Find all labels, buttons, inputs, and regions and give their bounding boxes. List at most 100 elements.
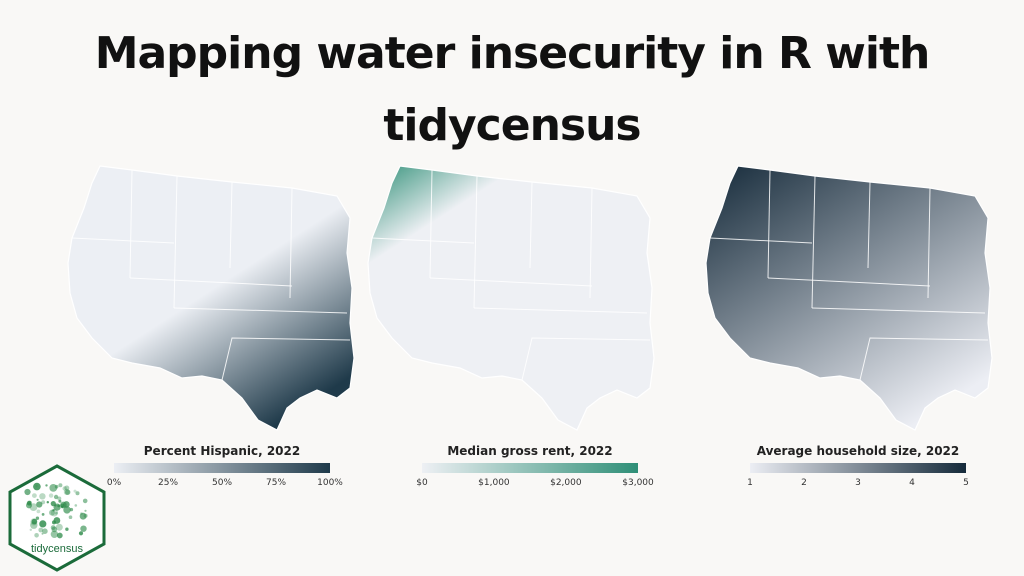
state-boundary: [71, 237, 175, 244]
legend-tick: $3,000: [622, 478, 654, 488]
map-household-size-svg: [705, 165, 993, 431]
legend-title: Median gross rent, 2022: [447, 444, 613, 458]
texture-dot: [55, 523, 63, 531]
texture-dot: [65, 527, 69, 531]
texture-dot: [58, 483, 63, 488]
texture-dot: [63, 489, 70, 495]
region-shape: [367, 165, 655, 431]
texture-dot: [31, 518, 38, 525]
legend-tick: $0: [416, 478, 428, 488]
state-boundary: [289, 187, 293, 299]
texture-dot: [84, 509, 87, 512]
legend-tick: $1,000: [478, 478, 510, 488]
texture-dot: [63, 506, 71, 514]
legend-median-rent: Median gross rent, 2022 $0 $1,000 $2,000…: [410, 444, 653, 491]
state-boundary: [473, 175, 478, 309]
texture-dot: [32, 493, 37, 498]
state-boundary: [173, 175, 178, 309]
map-percent-hispanic: [62, 158, 362, 438]
legend-title: Average household size, 2022: [756, 444, 960, 458]
legend-tick: 3: [855, 478, 861, 488]
region-shape: [705, 165, 993, 431]
texture-dot: [50, 509, 58, 517]
state-boundary: [811, 307, 986, 314]
texture-dot: [34, 533, 39, 538]
texture-dot: [74, 504, 78, 507]
legend-tick: 0%: [106, 478, 122, 488]
logo-label: tidycensus: [31, 543, 83, 555]
legend-color-bar: [114, 463, 330, 473]
texture-dot: [41, 500, 46, 505]
state-boundary: [927, 187, 931, 299]
texture-dot: [58, 499, 62, 503]
state-boundary: [429, 277, 593, 287]
texture-dot: [42, 528, 48, 534]
texture-dot: [63, 501, 70, 508]
state-boundary: [129, 277, 293, 287]
state-boundary: [867, 181, 871, 269]
texture-dot: [79, 512, 87, 520]
legend-color-bar: [750, 463, 966, 473]
texture-dot: [41, 532, 44, 535]
legend-ticks: $0 $1,000 $2,000 $3,000: [416, 475, 653, 491]
state-boundary: [229, 181, 233, 269]
state-boundary: [473, 307, 648, 314]
texture-dot: [46, 501, 49, 504]
texture-dot: [49, 484, 58, 492]
texture-dot: [80, 525, 87, 532]
state-boundary: [521, 337, 651, 381]
texture-dot: [45, 484, 48, 487]
map-median-rent: [362, 158, 662, 438]
map-median-rent-svg: [367, 165, 655, 431]
texture-dot: [65, 489, 71, 495]
legend-tick: 4: [909, 478, 915, 488]
texture-dot: [69, 507, 74, 512]
state-boundary: [589, 187, 593, 299]
title-line-2: tidycensus: [383, 100, 641, 151]
state-boundary: [129, 169, 133, 279]
texture-dot: [68, 515, 73, 519]
legend-percent-hispanic: Percent Hispanic, 2022 0% 25% 50% 75% 10…: [102, 444, 343, 491]
texture-dot: [53, 517, 61, 524]
texture-dot: [56, 532, 63, 539]
legend-tick: 1: [747, 478, 753, 488]
region-shape: [67, 165, 355, 431]
texture-dot: [39, 520, 47, 528]
texture-dot: [50, 530, 59, 538]
texture-dot: [49, 509, 55, 516]
texture-dot: [35, 516, 40, 520]
state-boundary: [767, 169, 771, 279]
texture-dot: [62, 486, 67, 491]
texture-dot: [53, 503, 61, 511]
map-texture: [24, 482, 88, 539]
page-title: Mapping water insecurity in R with tidyc…: [0, 18, 1024, 162]
texture-dot: [41, 513, 45, 516]
state-boundary: [221, 337, 351, 381]
texture-dot: [24, 488, 31, 496]
texture-dot: [48, 493, 54, 498]
state-boundary: [709, 237, 813, 244]
tidycensus-logo: tidycensus: [6, 464, 108, 572]
state-boundary: [529, 181, 533, 269]
map-household-size: [700, 158, 1000, 438]
legend-color-bar: [422, 463, 638, 473]
legend-tick: 75%: [265, 478, 287, 488]
state-boundary: [767, 277, 931, 287]
hex-sticker: tidycensus: [8, 464, 106, 572]
legend-tick: 5: [963, 478, 969, 488]
state-boundary: [371, 237, 475, 244]
legend-household-size: Average household size, 2022 1 2 3 4 5: [738, 444, 978, 491]
texture-dot: [64, 485, 70, 491]
texture-dot: [36, 501, 43, 508]
texture-dot: [36, 498, 39, 501]
legend-title: Percent Hispanic, 2022: [143, 444, 301, 458]
texture-dot: [29, 528, 32, 531]
texture-dot: [52, 509, 55, 512]
texture-dot: [55, 511, 58, 515]
texture-dot: [53, 494, 59, 500]
texture-dot: [83, 513, 88, 518]
texture-dot: [78, 531, 84, 536]
legend-ticks: 0% 25% 50% 75% 100%: [107, 475, 343, 491]
texture-dot: [33, 482, 41, 491]
legend-tick: $2,000: [550, 478, 582, 488]
